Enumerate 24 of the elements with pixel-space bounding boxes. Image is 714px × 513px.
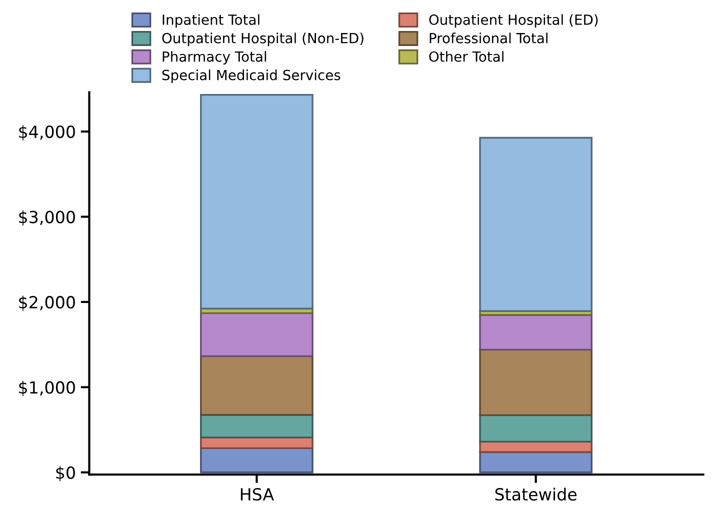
legend-label: Pharmacy Total	[162, 51, 266, 65]
legend-label: Professional Total	[430, 32, 548, 44]
bar	[479, 348, 592, 416]
bar	[479, 414, 592, 443]
y-tick-label: $0	[56, 466, 75, 482]
legend-label: Other Total	[429, 51, 504, 62]
legend-label: Inpatient Total	[162, 14, 260, 28]
bar	[479, 314, 592, 351]
bar	[200, 355, 314, 416]
bar	[200, 447, 314, 474]
y-tick-label: $1,000	[19, 380, 75, 396]
bar	[479, 136, 592, 312]
bar	[200, 414, 314, 438]
legend-label: Outpatient Hospital (ED)	[429, 14, 598, 28]
x-tick-label: Statewide	[495, 488, 577, 501]
x-tick-label: HSA	[240, 488, 274, 501]
y-tick-label: $3,000	[19, 210, 75, 226]
legend-label: Special Medicaid Services	[162, 70, 340, 83]
bar	[200, 94, 314, 310]
y-tick-label: $2,000	[19, 296, 75, 311]
y-tick-label: $4,000	[19, 125, 75, 140]
legend-label: Outpatient Hospital (Non-ED)	[162, 32, 364, 46]
bar	[200, 312, 314, 357]
bar	[479, 451, 592, 474]
